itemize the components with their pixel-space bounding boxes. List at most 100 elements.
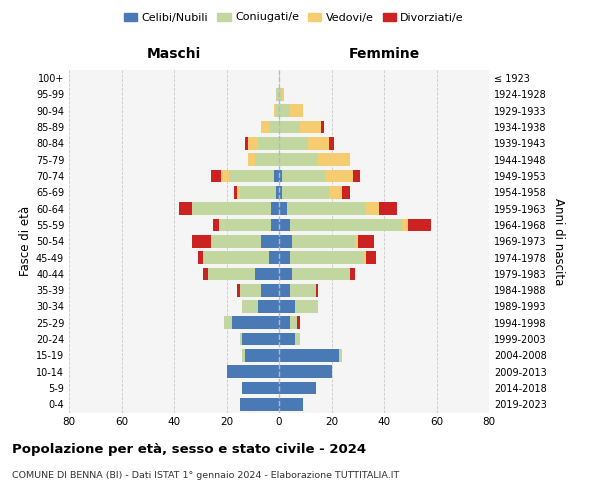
Bar — [329, 137, 334, 150]
Text: Popolazione per età, sesso e stato civile - 2024: Popolazione per età, sesso e stato civil… — [12, 442, 366, 456]
Bar — [279, 218, 290, 232]
Bar — [353, 170, 361, 182]
Y-axis label: Fasce di età: Fasce di età — [19, 206, 32, 276]
Bar — [242, 349, 245, 362]
Bar — [248, 154, 256, 166]
Bar — [407, 218, 431, 232]
Bar — [279, 154, 319, 166]
Bar — [235, 186, 237, 198]
Bar — [203, 268, 208, 280]
Bar — [290, 218, 403, 232]
Bar — [197, 251, 203, 264]
Bar — [279, 137, 308, 150]
Bar — [271, 202, 279, 215]
Bar — [245, 349, 279, 362]
Bar — [260, 235, 279, 248]
Bar — [211, 170, 221, 182]
Bar — [193, 235, 211, 248]
Bar — [239, 186, 277, 198]
Bar — [279, 349, 340, 362]
Bar — [300, 120, 321, 134]
Bar — [203, 251, 269, 264]
Bar — [274, 170, 279, 182]
Bar — [239, 332, 242, 345]
Bar — [319, 154, 350, 166]
Bar — [279, 300, 295, 313]
Bar — [269, 251, 279, 264]
Bar — [269, 120, 279, 134]
Bar — [256, 154, 279, 166]
Bar — [242, 382, 279, 394]
Bar — [365, 202, 379, 215]
Bar — [316, 284, 319, 296]
Bar — [258, 300, 279, 313]
Bar — [242, 332, 279, 345]
Bar — [379, 202, 397, 215]
Bar — [256, 268, 279, 280]
Bar — [218, 218, 271, 232]
Text: COMUNE DI BENNA (BI) - Dati ISTAT 1° gennaio 2024 - Elaborazione TUTTITALIA.IT: COMUNE DI BENNA (BI) - Dati ISTAT 1° gen… — [12, 471, 399, 480]
Bar — [279, 170, 281, 182]
Bar — [227, 366, 279, 378]
Bar — [295, 332, 300, 345]
Bar — [292, 268, 350, 280]
Bar — [258, 137, 279, 150]
Bar — [340, 349, 342, 362]
Bar — [245, 137, 248, 150]
Bar — [329, 186, 342, 198]
Bar — [242, 300, 258, 313]
Bar — [279, 186, 281, 198]
Bar — [281, 88, 284, 101]
Bar — [363, 251, 365, 264]
Bar — [208, 268, 256, 280]
Bar — [224, 316, 232, 329]
Bar — [290, 251, 363, 264]
Bar — [279, 235, 292, 248]
Bar — [260, 120, 269, 134]
Bar — [229, 170, 274, 182]
Bar — [214, 218, 218, 232]
Bar — [260, 284, 279, 296]
Bar — [179, 202, 193, 215]
Bar — [279, 316, 290, 329]
Bar — [290, 316, 298, 329]
Bar — [232, 316, 279, 329]
Bar — [239, 284, 260, 296]
Bar — [211, 235, 260, 248]
Bar — [287, 202, 365, 215]
Bar — [365, 251, 376, 264]
Bar — [350, 268, 355, 280]
Bar — [277, 104, 279, 117]
Legend: Celibi/Nubili, Coniugati/e, Vedovi/e, Divorziati/e: Celibi/Nubili, Coniugati/e, Vedovi/e, Di… — [119, 8, 469, 27]
Bar — [403, 218, 407, 232]
Bar — [221, 170, 229, 182]
Bar — [239, 398, 279, 410]
Bar — [279, 366, 331, 378]
Bar — [290, 284, 316, 296]
Bar — [279, 104, 290, 117]
Bar — [292, 235, 355, 248]
Bar — [237, 284, 239, 296]
Bar — [281, 186, 329, 198]
Bar — [277, 186, 279, 198]
Bar — [274, 104, 277, 117]
Y-axis label: Anni di nascita: Anni di nascita — [552, 198, 565, 285]
Bar — [279, 120, 300, 134]
Bar — [279, 284, 290, 296]
Bar — [277, 88, 279, 101]
Bar — [193, 202, 271, 215]
Bar — [248, 137, 258, 150]
Bar — [279, 398, 302, 410]
Bar — [279, 382, 316, 394]
Bar — [358, 235, 373, 248]
Bar — [355, 235, 358, 248]
Bar — [321, 120, 323, 134]
Bar — [279, 332, 295, 345]
Text: Maschi: Maschi — [147, 48, 201, 62]
Text: Femmine: Femmine — [349, 48, 419, 62]
Bar — [279, 268, 292, 280]
Bar — [271, 218, 279, 232]
Bar — [298, 316, 300, 329]
Bar — [279, 88, 281, 101]
Bar — [295, 300, 319, 313]
